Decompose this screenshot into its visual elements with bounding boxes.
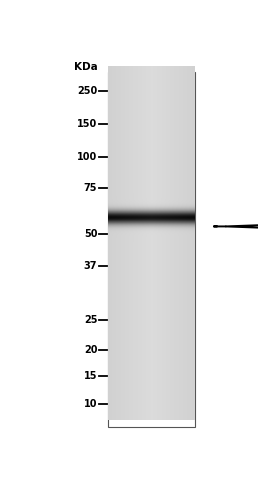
Text: 100: 100 [77,152,97,162]
Text: 37: 37 [84,262,97,271]
Text: 250: 250 [77,86,97,96]
Text: KDa: KDa [74,61,97,72]
Text: 20: 20 [84,345,97,355]
Text: 15: 15 [84,371,97,381]
Text: 50: 50 [84,229,97,239]
Bar [108,72,195,427]
Text: 75: 75 [84,183,97,193]
Text: 25: 25 [84,315,97,325]
Text: 150: 150 [77,119,97,129]
Text: 10: 10 [84,399,97,408]
